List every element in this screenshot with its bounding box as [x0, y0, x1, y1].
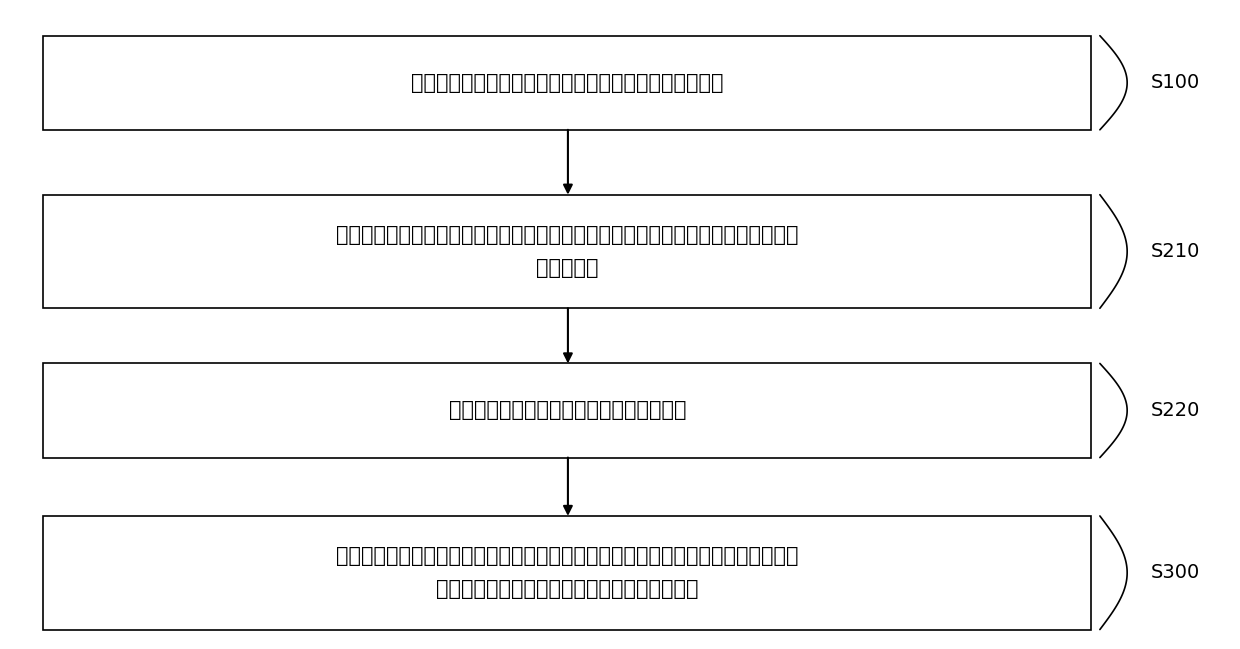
Text: 获取目标区域在多个连续历史时刻的历史气象雷达回波图: 获取目标区域在多个连续历史时刻的历史气象雷达回波图 — [410, 73, 724, 93]
FancyBboxPatch shape — [43, 363, 1091, 458]
Text: S300: S300 — [1151, 563, 1200, 582]
Text: S100: S100 — [1151, 73, 1200, 92]
FancyBboxPatch shape — [43, 195, 1091, 308]
FancyBboxPatch shape — [43, 516, 1091, 630]
Text: 将连续动态信息和内容信息进行融合，并将融合后的信息输入至生成网络，获取目标
区域在多个连续预测时刻的预测气象雷达回波图: 将连续动态信息和内容信息进行融合，并将融合后的信息输入至生成网络，获取目标 区域… — [336, 546, 799, 599]
Text: S220: S220 — [1151, 401, 1200, 420]
Text: 根据目标历史气象雷达回波图获取内容信息: 根据目标历史气象雷达回波图获取内容信息 — [449, 400, 686, 421]
Text: S210: S210 — [1151, 242, 1200, 261]
Text: 将多个连续历史时刻的历史气象雷达回波图输入至多层卷积递归神经网络中，得到连
续动态信息: 将多个连续历史时刻的历史气象雷达回波图输入至多层卷积递归神经网络中，得到连 续动… — [336, 225, 799, 278]
FancyBboxPatch shape — [43, 36, 1091, 130]
